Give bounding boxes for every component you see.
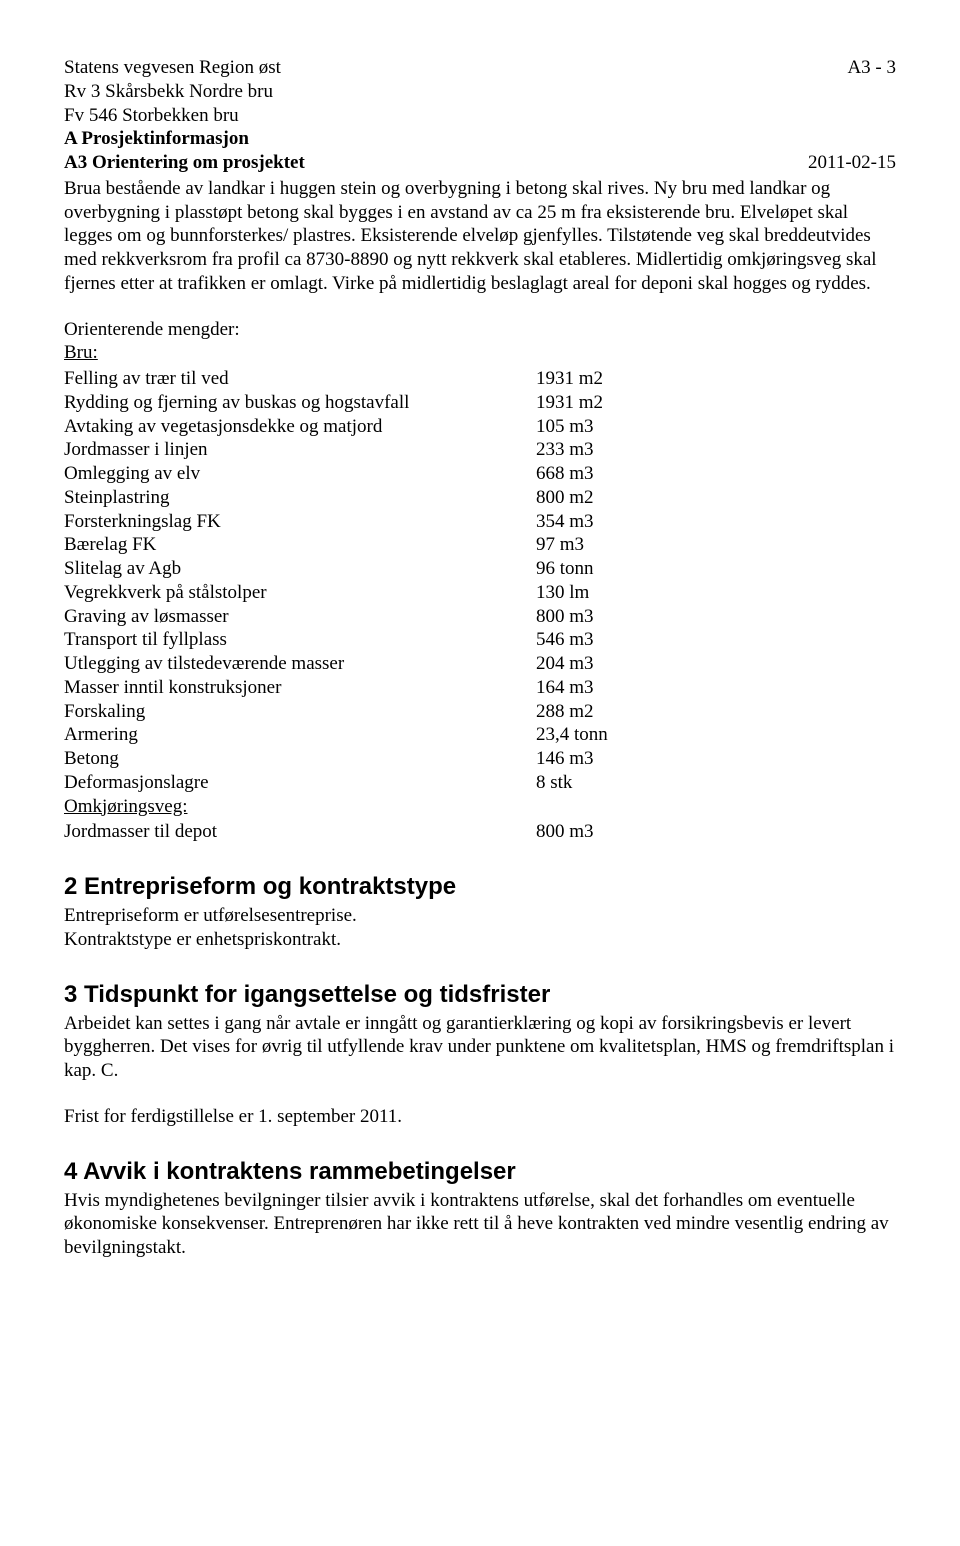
qty-desc: Forsterkningslag FK	[64, 510, 536, 534]
qty-desc: Graving av løsmasser	[64, 605, 536, 629]
qty-value: 1931 m2	[536, 391, 676, 415]
qty-desc: Avtaking av vegetasjonsdekke og matjord	[64, 415, 536, 439]
qty-desc: Forskaling	[64, 700, 536, 724]
header-project-line-2: Fv 546 Storbekken bru	[64, 104, 896, 128]
qty-desc: Felling av trær til ved	[64, 367, 536, 391]
qty-value: 204 m3	[536, 652, 676, 676]
table-row: Steinplastring800 m2	[64, 486, 676, 510]
section-4-p1: Hvis myndighetenes bevilgninger tilsier …	[64, 1189, 896, 1260]
header-org: Statens vegvesen Region øst	[64, 56, 281, 80]
qty-value: 1931 m2	[536, 367, 676, 391]
section-2-p2: Kontraktstype er enhetspriskontrakt.	[64, 928, 896, 952]
section-3-p1: Arbeidet kan settes i gang når avtale er…	[64, 1012, 896, 1083]
qty-desc: Deformasjonslagre	[64, 771, 536, 795]
qty-value: 233 m3	[536, 438, 676, 462]
qty-value: 288 m2	[536, 700, 676, 724]
table-row: Betong146 m3	[64, 747, 676, 771]
table-row: Omlegging av elv668 m3	[64, 462, 676, 486]
qty-value: 146 m3	[536, 747, 676, 771]
header-subsection-a3: A3 Orientering om prosjektet	[64, 151, 305, 175]
section-2-heading: 2 Entrepriseform og kontraktstype	[64, 872, 896, 902]
table-row: Rydding og fjerning av buskas og hogstav…	[64, 391, 676, 415]
qty-desc: Bærelag FK	[64, 533, 536, 557]
table-row: Slitelag av Agb96 tonn	[64, 557, 676, 581]
qty-value: 105 m3	[536, 415, 676, 439]
table-row: Avtaking av vegetasjonsdekke og matjord1…	[64, 415, 676, 439]
quantities-block: Orienterende mengder: Bru: Felling av tr…	[64, 318, 896, 845]
table-row: Jordmasser i linjen233 m3	[64, 438, 676, 462]
qty-desc: Utlegging av tilstedeværende masser	[64, 652, 536, 676]
table-row: Forsterkningslag FK354 m3	[64, 510, 676, 534]
qty-desc: Jordmasser i linjen	[64, 438, 536, 462]
table-row: Vegrekkverk på stålstolper130 lm	[64, 581, 676, 605]
table-row: Jordmasser til depot800 m3	[64, 820, 676, 844]
qty-value: 800 m3	[536, 605, 676, 629]
quantities-table-bru: Felling av trær til ved1931 m2Rydding og…	[64, 367, 676, 795]
table-row: Armering23,4 tonn	[64, 723, 676, 747]
header-pagecode: A3 - 3	[847, 56, 896, 80]
section-3-heading: 3 Tidspunkt for igangsettelse og tidsfri…	[64, 980, 896, 1010]
qty-value: 800 m3	[536, 820, 676, 844]
intro-paragraph: Brua bestående av landkar i huggen stein…	[64, 177, 896, 296]
header-project-line-1: Rv 3 Skårsbekk Nordre bru	[64, 80, 896, 104]
section-2-p1: Entrepriseform er utførelsesentreprise.	[64, 904, 896, 928]
qty-value: 354 m3	[536, 510, 676, 534]
qty-desc: Transport til fyllplass	[64, 628, 536, 652]
table-row: Deformasjonslagre8 stk	[64, 771, 676, 795]
qty-desc: Armering	[64, 723, 536, 747]
page-header: Statens vegvesen Region øst A3 - 3 Rv 3 …	[64, 56, 896, 175]
qty-desc: Vegrekkverk på stålstolper	[64, 581, 536, 605]
qty-desc: Rydding og fjerning av buskas og hogstav…	[64, 391, 536, 415]
table-row: Masser inntil konstruksjoner164 m3	[64, 676, 676, 700]
qty-desc: Slitelag av Agb	[64, 557, 536, 581]
table-row: Felling av trær til ved1931 m2	[64, 367, 676, 391]
qty-value: 23,4 tonn	[536, 723, 676, 747]
qty-value: 668 m3	[536, 462, 676, 486]
table-row: Graving av løsmasser800 m3	[64, 605, 676, 629]
qty-value: 130 lm	[536, 581, 676, 605]
table-row: Utlegging av tilstedeværende masser204 m…	[64, 652, 676, 676]
section-4-heading: 4 Avvik i kontraktens rammebetingelser	[64, 1157, 896, 1187]
quantities-table-omkjoringsveg: Jordmasser til depot800 m3	[64, 820, 676, 844]
qty-value: 546 m3	[536, 628, 676, 652]
table-row: Bærelag FK97 m3	[64, 533, 676, 557]
qty-value: 97 m3	[536, 533, 676, 557]
quantities-heading: Orienterende mengder:	[64, 318, 896, 342]
section-3-p2: Frist for ferdigstillelse er 1. septembe…	[64, 1105, 896, 1129]
qty-desc: Steinplastring	[64, 486, 536, 510]
header-section-a: A Prosjektinformasjon	[64, 127, 896, 151]
header-date: 2011-02-15	[808, 151, 896, 175]
qty-desc: Masser inntil konstruksjoner	[64, 676, 536, 700]
quantities-group1-label: Bru:	[64, 341, 896, 365]
quantities-group2-label: Omkjøringsveg:	[64, 795, 896, 819]
table-row: Transport til fyllplass546 m3	[64, 628, 676, 652]
qty-desc: Jordmasser til depot	[64, 820, 536, 844]
qty-value: 164 m3	[536, 676, 676, 700]
qty-desc: Betong	[64, 747, 536, 771]
qty-value: 8 stk	[536, 771, 676, 795]
qty-value: 800 m2	[536, 486, 676, 510]
table-row: Forskaling288 m2	[64, 700, 676, 724]
qty-value: 96 tonn	[536, 557, 676, 581]
qty-desc: Omlegging av elv	[64, 462, 536, 486]
